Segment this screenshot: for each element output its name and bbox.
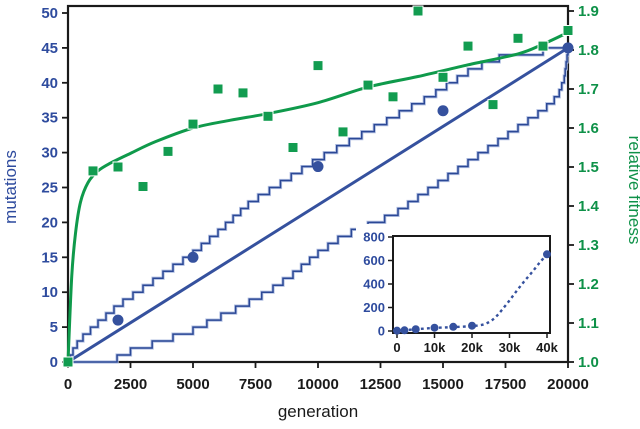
x-tick-label: 0 [64, 376, 72, 393]
inset-mutation-circle [543, 250, 551, 259]
inset-mutation-circle [400, 326, 409, 335]
y-right-tick-label: 1.2 [578, 276, 599, 293]
inset-y-tick-label: 600 [363, 253, 385, 268]
fitness-square [62, 356, 74, 368]
mutation-circle [187, 251, 199, 263]
fitness-square [187, 118, 199, 130]
y-right-tick-label: 1.9 [578, 3, 599, 20]
y-left-tick-label: 50 [41, 5, 58, 22]
inset-x-tick-label: 0 [393, 340, 400, 355]
mutation-circle [312, 161, 324, 173]
left-axis-title: mutations [1, 150, 20, 224]
x-tick-label: 5000 [176, 376, 209, 393]
inset-mutation-circle [449, 322, 458, 331]
fitness-square [437, 71, 449, 83]
y-left-tick-label: 25 [41, 180, 58, 197]
fitness-square [562, 25, 574, 36]
x-tick-label: 20000 [547, 376, 589, 393]
inset-background [356, 224, 564, 358]
inset-x-tick-label: 30k [499, 340, 521, 355]
x-tick-label: 7500 [239, 376, 272, 393]
main-series [62, 5, 574, 368]
y-left-tick-label: 45 [41, 40, 58, 57]
fitness-square [112, 161, 124, 173]
fitness-square [362, 79, 374, 91]
mutation-upper-bound-staircase [68, 47, 568, 363]
y-left-tick-label: 15 [41, 249, 58, 266]
chart-layers: 0 2500 5000 7500 10000 12500 15000 17500 2000005… [41, 3, 599, 393]
y-right-tick-label: 1.7 [578, 81, 599, 98]
inset-x-tick-label: 20k [461, 340, 483, 355]
inset-y-tick-label: 400 [363, 277, 385, 292]
main-axes: 0 2500 5000 7500 10000 12500 15000 17500 2000005… [41, 3, 599, 393]
inset-x-tick-label: 10k [424, 340, 446, 355]
y-right-tick-label: 1.6 [578, 120, 599, 137]
y-left-tick-label: 35 [41, 110, 58, 127]
inset-mutation-circle [468, 321, 476, 330]
y-left-tick-label: 0 [50, 354, 58, 371]
y-right-tick-label: 1.8 [578, 42, 599, 59]
x-tick-label: 15000 [422, 376, 464, 393]
y-left-tick-label: 30 [41, 145, 58, 162]
y-left-tick-label: 10 [41, 284, 58, 301]
fitness-square [287, 142, 299, 153]
y-left-tick-label: 40 [41, 75, 58, 92]
fitness-square [312, 60, 324, 72]
y-right-tick-label: 1.5 [578, 159, 599, 176]
fitness-square [237, 87, 249, 99]
y-left-tick-label: 5 [50, 319, 58, 336]
mutation-linear-fit [67, 46, 569, 364]
fitness-square [162, 145, 174, 157]
x-tick-label: 2500 [114, 376, 147, 393]
x-axis-title: generation [278, 402, 358, 421]
x-tick-label: 17500 [485, 376, 527, 393]
y-left-tick-label: 20 [41, 214, 58, 231]
x-tick-label: 10000 [297, 376, 339, 393]
fitness-square [262, 110, 274, 122]
fitness-square [137, 181, 149, 192]
inset-y-tick-label: 800 [363, 230, 385, 245]
mutation-circle [437, 105, 449, 117]
fitness-square [212, 83, 224, 95]
fitness-square [537, 40, 549, 52]
fitness-square [512, 32, 524, 44]
inset-mutation-circle [411, 325, 420, 334]
inset-y-tick-label: 0 [378, 324, 385, 339]
y-right-tick-label: 1.0 [578, 354, 599, 371]
mutation-circle [562, 42, 574, 54]
inset-mutation-circle [430, 323, 439, 332]
right-axis-title: relative fitness [625, 136, 640, 245]
long-term-mutation-trend-dotted [396, 253, 548, 332]
y-right-tick-label: 1.3 [578, 237, 599, 254]
fitness-square [487, 99, 499, 111]
mutation-lower-bound-staircase [68, 47, 569, 363]
fitness-square [337, 126, 349, 138]
inset-mutation-circle [393, 326, 401, 335]
fitness-square [387, 91, 399, 103]
inset-x-tick-label: 40k [536, 340, 558, 355]
fitness-square [87, 165, 99, 177]
x-tick-label: 12500 [360, 376, 402, 393]
inset-chart: 0 200 400 600 800 0 10k 20k 30k 40k [356, 224, 564, 358]
mutation-circle [112, 314, 124, 326]
y-right-tick-label: 1.4 [578, 198, 600, 215]
y-right-tick-label: 1.1 [578, 315, 599, 332]
fitness-square [412, 5, 424, 17]
inset-y-tick-label: 200 [363, 300, 385, 315]
fitness-square [462, 40, 474, 52]
